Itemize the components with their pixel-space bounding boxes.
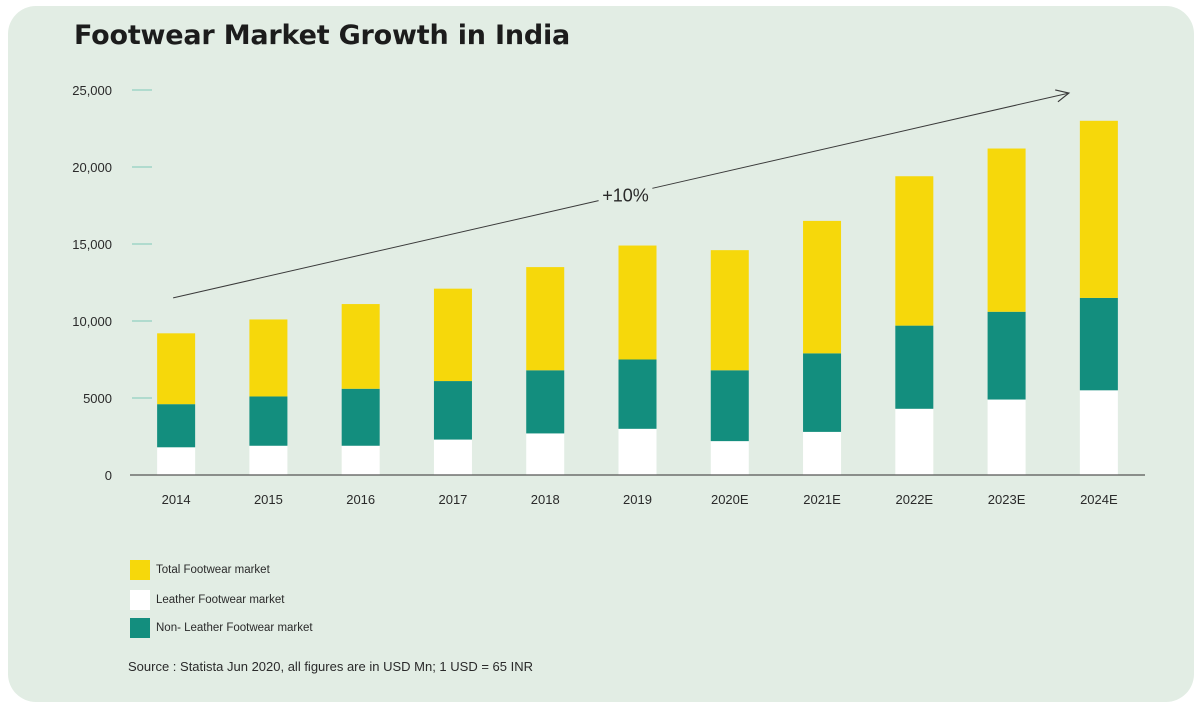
x-tick-label: 2023E [988, 492, 1026, 507]
bar-leather-2018 [526, 433, 565, 475]
bar-total-2015 [249, 319, 288, 397]
legend-item-total: Total Footwear market [130, 560, 270, 580]
bar-non-leather-2014 [157, 404, 196, 448]
bar-non-leather-2018 [526, 370, 565, 434]
legend-label-non-leather: Non- Leather Footwear market [156, 622, 313, 634]
bar-non-leather-2021e [803, 353, 842, 432]
bar-leather-2020e [710, 441, 749, 475]
bar-non-leather-2016 [341, 388, 380, 446]
x-tick-label: 2022E [896, 492, 934, 507]
x-tick-label: 2016 [346, 492, 375, 507]
x-tick-label: 2017 [438, 492, 467, 507]
x-axis: 2014 2015 2016 2017 2018 2019 2020E 2021E 2022E 2… [130, 474, 1145, 507]
bar-leather-2017 [433, 439, 472, 475]
x-tick-label: 2019 [623, 492, 652, 507]
bar-total-2024e [1079, 120, 1118, 298]
y-tick-label: 5000 [83, 391, 112, 406]
bar-leather-2019 [618, 428, 657, 475]
x-tick-label: 2021E [803, 492, 841, 507]
x-tick-label: 2024E [1080, 492, 1118, 507]
y-tick-label: 20,000 [72, 160, 112, 175]
bar-total-2021e [803, 220, 842, 354]
x-tick-label: 2020E [711, 492, 749, 507]
legend-swatch-non-leather [130, 618, 150, 638]
x-tick-label: 2018 [531, 492, 560, 507]
bar-leather-2016 [341, 445, 380, 475]
bar-leather-2014 [157, 447, 196, 475]
bar-total-2022e [895, 176, 934, 326]
bar-non-leather-2022e [895, 325, 934, 409]
bar-non-leather-2015 [249, 396, 288, 446]
growth-arrow-line [173, 200, 599, 299]
y-tick-label: 0 [105, 468, 112, 483]
x-tick-label: 2014 [162, 492, 191, 507]
bar-non-leather-2023e [987, 311, 1026, 400]
source-note: Source : Statista Jun 2020, all figures … [128, 659, 533, 674]
bar-total-2020e [710, 250, 749, 371]
bar-total-2016 [341, 304, 380, 389]
bar-total-2023e [987, 148, 1026, 312]
bar-total-2017 [433, 288, 472, 382]
y-tick-label: 10,000 [72, 314, 112, 329]
legend-swatch-total [130, 560, 150, 580]
bar-leather-2021e [803, 431, 842, 475]
x-tick-label: 2015 [254, 492, 283, 507]
growth-arrow-line [652, 92, 1069, 189]
bar-total-2014 [157, 333, 196, 405]
growth-arrow-head [1055, 89, 1071, 103]
legend-item-leather: Leather Footwear market [130, 590, 284, 610]
growth-label: +10% [602, 185, 649, 205]
bar-total-2018 [526, 267, 565, 371]
growth-annotation: +10% [173, 89, 1071, 299]
bar-non-leather-2024e [1079, 297, 1118, 391]
bar-non-leather-2017 [433, 381, 472, 440]
bar-leather-2022e [895, 408, 934, 475]
y-axis: 0 5000 10,000 15,000 20,000 25,000 [72, 83, 152, 483]
legend-label-leather: Leather Footwear market [156, 594, 285, 606]
chart-title: Footwear Market Growth in India [74, 20, 571, 51]
legend-label-total: Total Footwear market [156, 564, 270, 576]
bar-leather-2023e [987, 399, 1026, 475]
y-tick-label: 25,000 [72, 83, 112, 98]
bar-leather-2015 [249, 445, 288, 475]
y-tick-label: 15,000 [72, 237, 112, 252]
bar-non-leather-2019 [618, 359, 657, 429]
legend-item-non-leather: Non- Leather Footwear market [130, 618, 313, 638]
legend-swatch-leather [130, 590, 150, 610]
bar-total-2019 [618, 245, 657, 360]
bar-leather-2024e [1079, 390, 1118, 475]
bars-group [157, 120, 1118, 475]
bar-non-leather-2020e [710, 370, 749, 442]
